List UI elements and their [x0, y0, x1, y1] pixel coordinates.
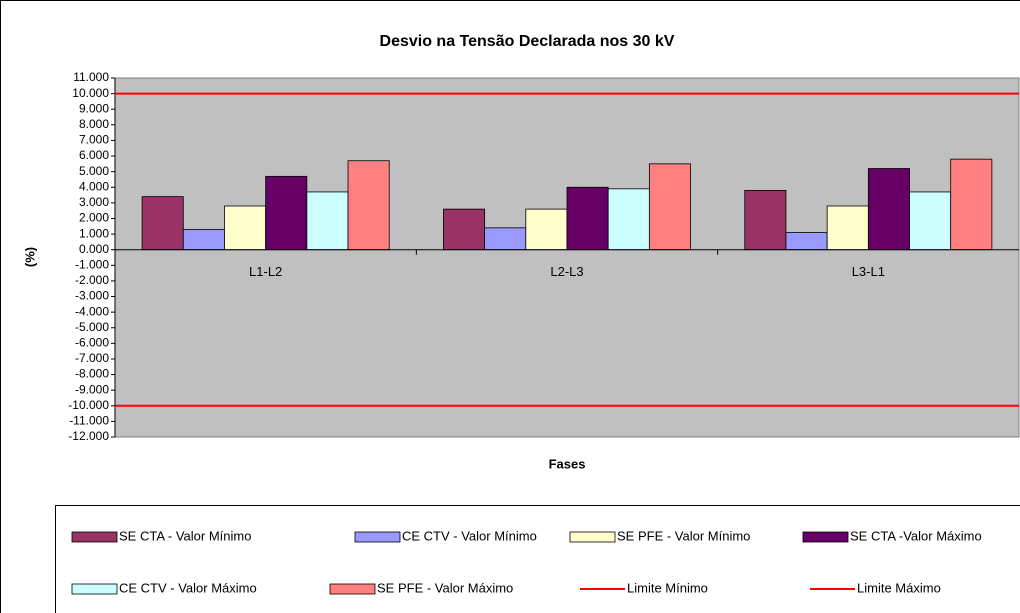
y-tick-label: 1.000	[79, 226, 109, 240]
chart-title: Desvio na Tensão Declarada nos 30 kV	[380, 33, 675, 50]
legend-swatch	[569, 531, 616, 543]
x-tick-label: L3-L1	[852, 264, 885, 279]
y-tick-label: 7.000	[79, 133, 109, 147]
legend-label: CE CTV - Valor Mínimo	[402, 528, 537, 543]
bar	[785, 232, 828, 251]
y-tick-label: 2.000	[79, 211, 109, 225]
y-tick-label: -3.000	[75, 289, 109, 303]
bar	[744, 189, 787, 251]
y-tick-label: -10.000	[68, 398, 109, 412]
y-tick-label: -9.000	[75, 382, 109, 396]
y-tick-label: -8.000	[75, 367, 109, 381]
legend-box	[55, 505, 1020, 613]
bar	[648, 163, 691, 251]
x-tick-label: L1-L2	[249, 264, 282, 279]
bar	[909, 191, 952, 251]
bar	[265, 175, 308, 251]
legend-swatch	[329, 583, 376, 595]
bar	[347, 160, 390, 251]
bar	[950, 158, 993, 251]
legend-swatch	[802, 531, 849, 543]
plot-area	[114, 77, 1020, 438]
legend-label: Limite Máximo	[857, 580, 941, 595]
x-tick-label: L2-L3	[550, 264, 583, 279]
legend-swatch	[71, 531, 118, 543]
bar	[443, 208, 486, 251]
legend-label: CE CTV - Valor Máximo	[119, 580, 257, 595]
y-axis-title: (%)	[22, 247, 37, 267]
x-axis-title: Fases	[549, 456, 586, 471]
bar	[867, 168, 910, 251]
legend-label: SE CTA -Valor Máximo	[850, 528, 982, 543]
bar	[484, 227, 527, 251]
legend-label: SE CTA - Valor Mínimo	[119, 528, 251, 543]
y-tick-label: 8.000	[79, 117, 109, 131]
y-tick-label: 0.000	[79, 242, 109, 256]
y-tick-label: 3.000	[79, 195, 109, 209]
bar	[182, 229, 225, 251]
legend-swatch	[71, 583, 118, 595]
bar	[224, 205, 267, 251]
y-tick-label: -1.000	[75, 257, 109, 271]
y-tick-label: 9.000	[79, 101, 109, 115]
y-tick-label: -2.000	[75, 273, 109, 287]
bar	[826, 205, 869, 251]
y-tick-label: -4.000	[75, 304, 109, 318]
y-tick-label: -6.000	[75, 336, 109, 350]
y-tick-label: 10.000	[72, 86, 109, 100]
bar	[607, 188, 650, 251]
legend-label: Limite Mínimo	[627, 580, 708, 595]
y-tick-label: 11.000	[73, 70, 109, 84]
legend-swatch	[354, 531, 401, 543]
y-tick-label: -11.000	[69, 414, 109, 428]
bar	[566, 186, 609, 251]
y-tick-label: -7.000	[75, 351, 109, 365]
bar	[525, 208, 568, 251]
bar	[306, 191, 349, 251]
y-tick-label: 6.000	[79, 148, 109, 162]
legend-label: SE PFE - Valor Mínimo	[617, 528, 750, 543]
y-tick-label: 4.000	[79, 179, 109, 193]
y-tick-label: 5.000	[79, 164, 109, 178]
y-tick-label: -12.000	[68, 429, 109, 443]
y-tick-label: -5.000	[75, 320, 109, 334]
legend-label: SE PFE - Valor Máximo	[377, 580, 513, 595]
bar	[141, 196, 184, 251]
